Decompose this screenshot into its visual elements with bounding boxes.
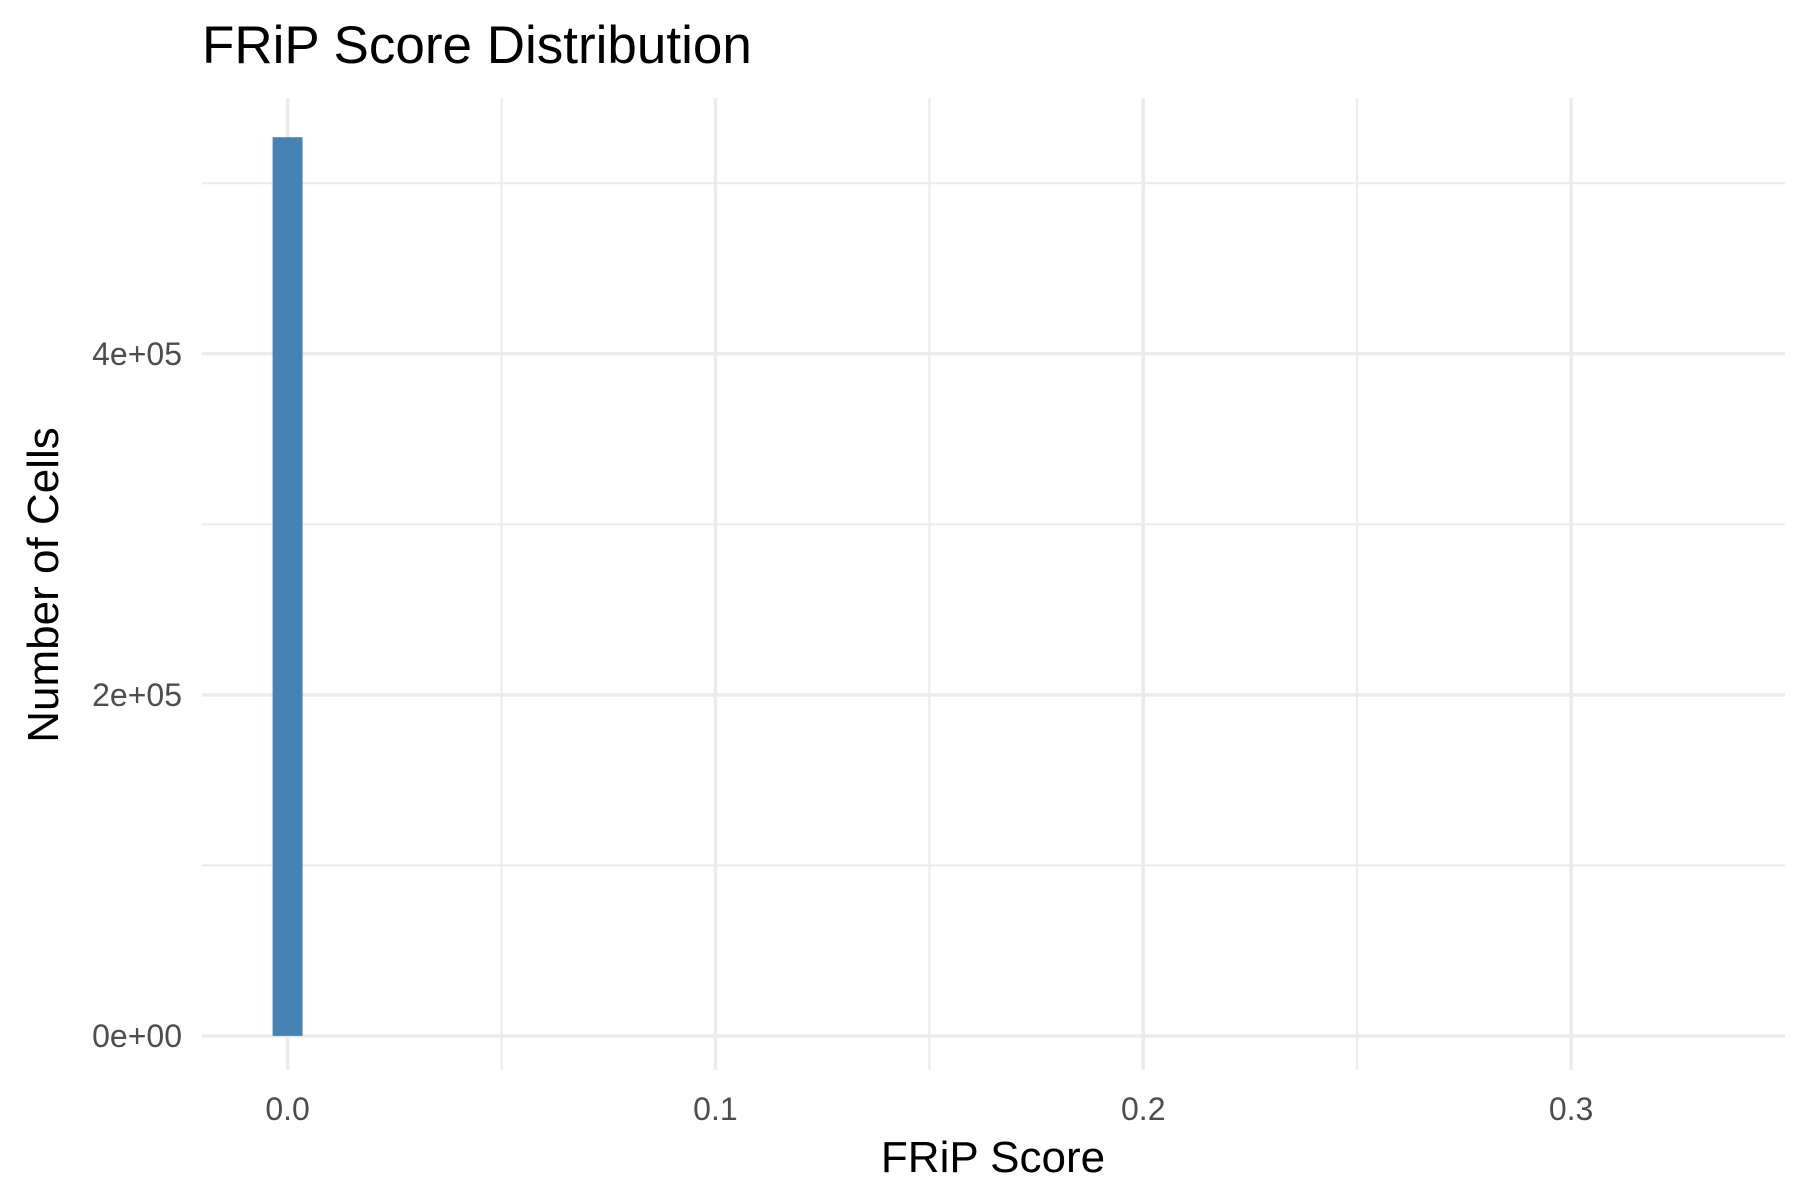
x-tick-label: 0.3: [1549, 1091, 1593, 1127]
y-tick-label: 4e+05: [92, 336, 182, 372]
chart-title: FRiP Score Distribution: [202, 16, 752, 75]
histogram-bar: [272, 137, 303, 1036]
x-tick-label: 0.2: [1121, 1091, 1165, 1127]
x-tick-label: 0.1: [693, 1091, 737, 1127]
y-axis-label: Number of Cells: [19, 427, 68, 742]
y-tick-label: 0e+00: [92, 1018, 182, 1054]
y-axis-ticks: 0e+00 2e+05 4e+05: [92, 336, 182, 1054]
grid: [202, 98, 1785, 1070]
x-axis-label: FRiP Score: [881, 1133, 1105, 1182]
bars: [272, 137, 303, 1036]
y-tick-label: 2e+05: [92, 677, 182, 713]
x-axis-ticks: 0.0 0.1 0.2 0.3: [265, 1091, 1593, 1127]
x-tick-label: 0.0: [265, 1091, 309, 1127]
